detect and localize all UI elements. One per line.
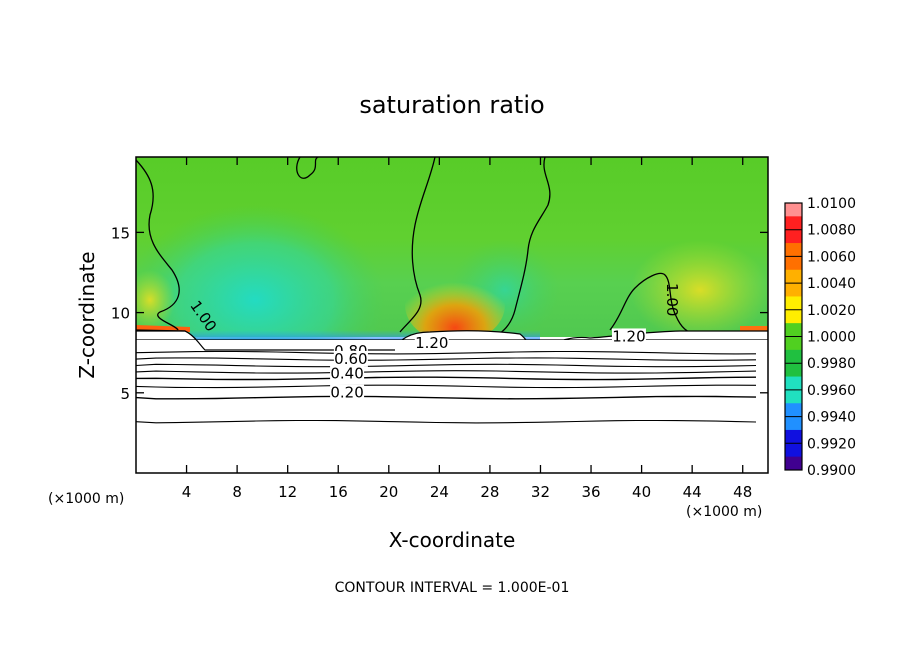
colorbar-label: 1.0100 (807, 196, 856, 212)
x-tick-label: 48 (733, 483, 752, 501)
colorbar-swatch (785, 416, 802, 431)
contour-1-00-line (609, 272, 701, 335)
colorbar-label: 1.0040 (807, 276, 856, 292)
x-unit-label-right: (×1000 m) (686, 504, 762, 520)
contour-lines-below (136, 350, 757, 424)
colorbar-swatch (785, 443, 802, 458)
x-axis-label: X-coordinate (389, 528, 516, 552)
y-axis-label: Z-coordinate (75, 251, 99, 378)
colorbar-swatch (785, 229, 802, 244)
x-tick-label: 20 (379, 483, 398, 501)
contour-label-background (611, 328, 646, 345)
x-tick-label: 40 (632, 483, 651, 501)
contour-line (136, 370, 757, 374)
contour-line (136, 357, 757, 361)
x-tick-label: 32 (531, 483, 550, 501)
moist-region-right (630, 240, 768, 340)
x-tick-label: 4 (182, 483, 192, 501)
moist-region-center (405, 267, 505, 343)
colorbar-swatch (785, 323, 802, 337)
colorbar-swatch (785, 363, 802, 378)
plot-frame (135, 156, 769, 474)
x-tick-label: 12 (278, 483, 297, 501)
colorbar: 1.0100 1.0080 1.0060 1.0040 1.0020 1.0000 0.99… (784, 196, 856, 479)
colorbar-swatch (785, 403, 802, 418)
colorbar-swatch (785, 456, 802, 471)
colorbar-label: 1.0000 (807, 330, 856, 346)
colorbar-label: 1.0020 (807, 303, 856, 319)
contour-line (136, 384, 757, 389)
colorbar-swatch (785, 376, 802, 391)
unsaturated-layer (136, 340, 768, 473)
colorbar-label: 0.9940 (807, 410, 856, 426)
colorbar-label: 1.0080 (807, 223, 856, 239)
colorbar-label: 0.9900 (807, 463, 856, 479)
contour-label: 0.40 (330, 364, 363, 382)
x-tick-label: 24 (430, 483, 449, 501)
x-tick-label: 8 (232, 483, 242, 501)
contour-label: 1.00 (663, 283, 681, 316)
colorbar-swatch (785, 256, 802, 271)
colorbar-swatch (785, 309, 802, 324)
plot-area (136, 157, 768, 473)
x-unit-label-left: (×1000 m) (48, 491, 124, 507)
contour-label: 0.20 (330, 384, 363, 402)
y-tick-label: 5 (120, 385, 130, 403)
contour-label-background (414, 334, 449, 351)
colorbar-swatch (785, 216, 802, 231)
colorbar-swatch (785, 296, 802, 311)
colorbar-label: 0.9920 (807, 436, 856, 452)
x-axis: 4 8 12 16 20 24 28 32 36 40 44 48 (182, 157, 752, 501)
contour-label-background (330, 384, 365, 401)
contour-line (136, 419, 757, 424)
cloud-base-orange-strip (740, 326, 768, 331)
colorbar-swatch (785, 336, 802, 351)
contour-line (136, 350, 757, 355)
contour-1-00-line (136, 159, 180, 331)
colorbar-swatch (785, 429, 802, 444)
contour-interval-note: CONTOUR INTERVAL = 1.000E-01 (335, 580, 570, 596)
contour-1-20-line (136, 330, 395, 351)
colorbar-label: 0.9960 (807, 383, 856, 399)
contour-line (136, 395, 757, 400)
x-tick-label: 44 (683, 483, 702, 501)
contour-label: 1.20 (612, 327, 645, 345)
x-tick-label: 36 (581, 483, 600, 501)
colorbar-swatch (785, 203, 802, 217)
moist-region-left (136, 270, 175, 330)
x-tick-label: 28 (480, 483, 499, 501)
colorbar-label: 1.0060 (807, 249, 856, 265)
chart-title: saturation ratio (359, 91, 544, 119)
colorbar-swatch (785, 349, 802, 364)
contour-label-background (333, 350, 368, 367)
contour-line (136, 376, 757, 381)
colorbar-swatch (785, 389, 802, 404)
contour-label: 1.20 (415, 334, 448, 352)
colorbar-label: 0.9980 (807, 356, 856, 372)
contour-1-00-line (499, 157, 551, 334)
y-tick-label: 15 (111, 224, 130, 242)
y-axis: 5 10 15 (111, 224, 768, 403)
contour-label: 0.60 (334, 350, 367, 368)
x-tick-label: 16 (329, 483, 348, 501)
contour-1-00-line (399, 157, 436, 333)
contour-label-background (330, 365, 365, 382)
colorbar-swatch (785, 243, 802, 257)
y-tick-label: 10 (111, 305, 130, 323)
colorbar-swatch (785, 269, 802, 284)
contour-line (136, 363, 757, 368)
colorbar-swatch (785, 283, 802, 297)
contour-1-00-line (296, 157, 319, 179)
